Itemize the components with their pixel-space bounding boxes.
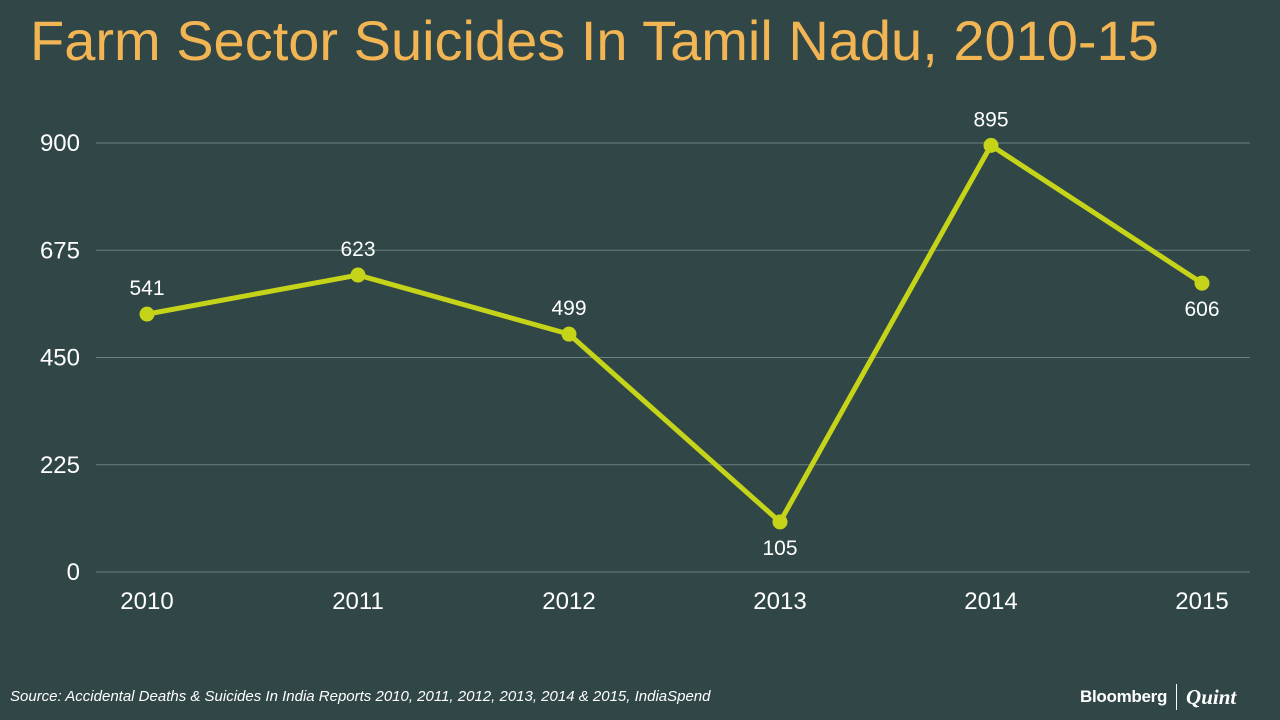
x-tick-label: 2012 <box>542 588 595 615</box>
data-label: 105 <box>762 537 797 560</box>
data-label: 606 <box>1184 298 1219 321</box>
data-point <box>561 326 577 342</box>
data-label: 499 <box>551 297 586 320</box>
gridlines <box>96 142 1250 573</box>
y-tick-label: 450 <box>40 345 80 372</box>
series-line <box>144 142 1205 525</box>
x-tick-label: 2011 <box>332 588 384 615</box>
chart-title: Farm Sector Suicides In Tamil Nadu, 2010… <box>30 9 1159 72</box>
y-tick-label: 675 <box>40 237 80 264</box>
series-line-layer <box>144 142 1205 525</box>
source-note: Source: Accidental Deaths & Suicides In … <box>10 688 711 705</box>
data-point <box>772 514 788 530</box>
logo-partner: Quint <box>1186 684 1237 709</box>
y-tick-label: 900 <box>40 130 80 157</box>
data-point <box>350 267 366 283</box>
x-tick-label: 2013 <box>753 588 806 615</box>
y-tick-label: 225 <box>40 452 80 479</box>
x-axis-ticks: 2010 2011 2012 2013 2014 2015 <box>120 588 1228 615</box>
logo-divider <box>1176 684 1178 710</box>
publisher-logo: Bloomberg Quint <box>1080 684 1236 710</box>
x-tick-label: 2014 <box>964 588 1017 615</box>
x-tick-label: 2015 <box>1175 588 1228 615</box>
data-point <box>1194 275 1210 291</box>
logo-brand: Bloomberg <box>1080 687 1168 706</box>
y-axis-ticks: 0 225 450 675 900 <box>40 130 80 586</box>
data-points <box>139 137 1210 530</box>
data-labels: 541 623 499 105 895 606 <box>129 108 1219 560</box>
data-point <box>983 137 999 153</box>
data-label: 895 <box>973 108 1008 131</box>
x-tick-label: 2010 <box>120 588 173 615</box>
data-label: 541 <box>129 277 164 300</box>
data-label: 623 <box>340 238 375 261</box>
y-tick-label: 0 <box>67 559 80 586</box>
data-point <box>139 306 155 322</box>
